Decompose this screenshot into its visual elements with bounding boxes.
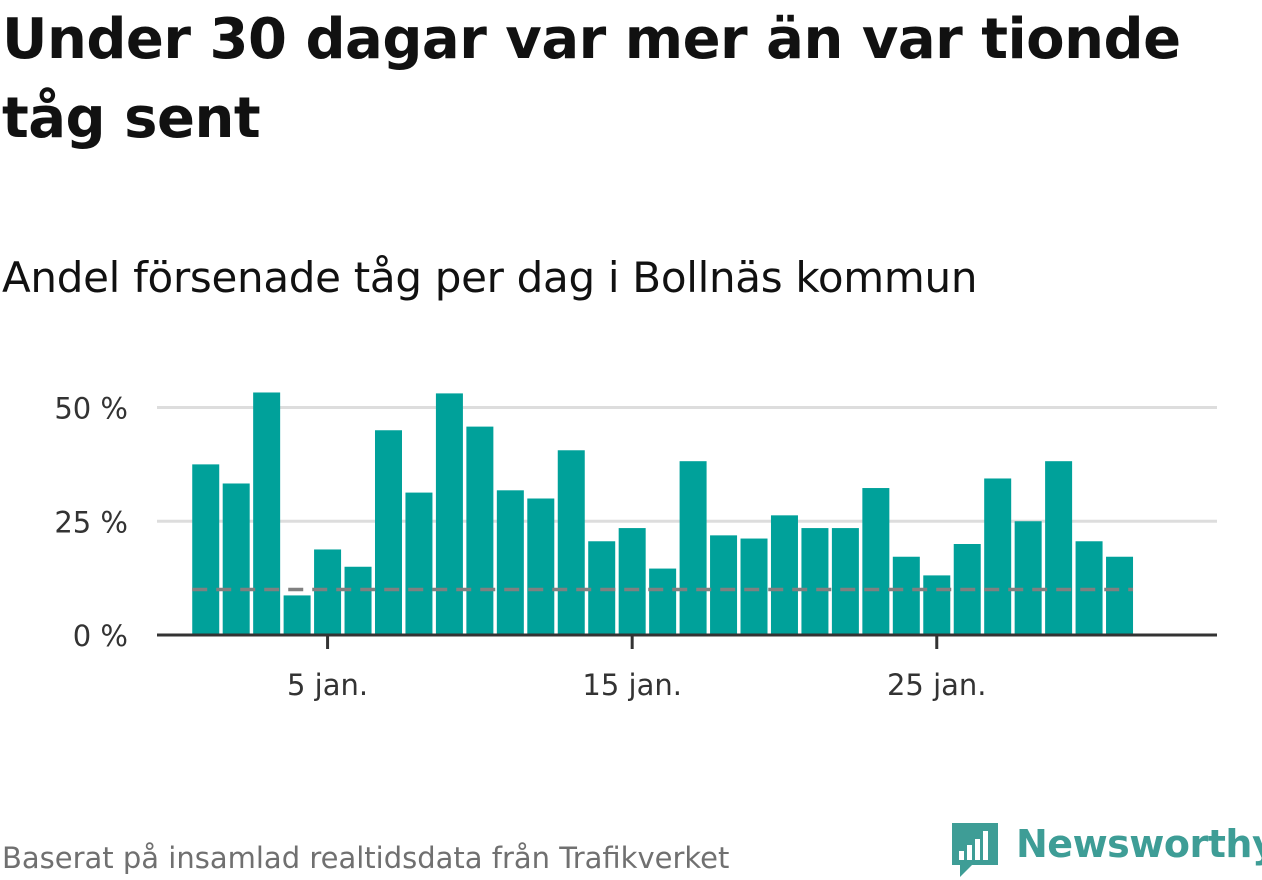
- bar: [405, 492, 433, 635]
- bar: [831, 528, 859, 635]
- x-tick-label: 5 jan.: [287, 668, 368, 702]
- newsworthy-logo-text: Newsworthy: [1016, 822, 1262, 866]
- bar: [801, 528, 829, 635]
- bar: [770, 515, 798, 635]
- x-tick-label: 15 jan.: [582, 668, 682, 702]
- bar: [496, 490, 524, 635]
- bar: [984, 478, 1012, 635]
- bar: [314, 549, 342, 635]
- bar: [283, 595, 311, 635]
- bar: [527, 498, 555, 635]
- bar: [862, 488, 890, 635]
- bar: [466, 426, 494, 635]
- y-tick-label: 25 %: [54, 505, 128, 539]
- source-note: Baserat på insamlad realtidsdata från Tr…: [2, 841, 730, 875]
- bar: [679, 461, 707, 635]
- bar: [710, 535, 738, 635]
- bar: [222, 483, 250, 635]
- x-tick-label: 25 jan.: [887, 668, 987, 702]
- bar: [1106, 556, 1134, 635]
- bar: [923, 575, 951, 635]
- bar: [740, 538, 768, 635]
- bar: [253, 392, 281, 635]
- bar: [892, 556, 920, 635]
- axes: 0 % 25 % 50 % 5 jan. 15 jan. 25 jan.: [54, 392, 1217, 702]
- bar-chart: 0 % 25 % 50 % 5 jan. 15 jan. 25 jan.: [54, 392, 1217, 702]
- bar: [557, 450, 585, 635]
- bar: [435, 393, 463, 635]
- chart-title: Under 30 dagar var mer än var tionde tåg…: [2, 7, 1181, 151]
- bar: [344, 566, 372, 635]
- bar: [618, 528, 646, 635]
- bar: [192, 464, 220, 635]
- newsworthy-logo: Newsworthy: [950, 820, 1262, 880]
- y-tick-label: 0 %: [73, 619, 128, 653]
- bar: [1045, 461, 1073, 635]
- bar: [1014, 521, 1042, 635]
- newsworthy-logo-icon: [952, 823, 998, 877]
- bar: [374, 430, 402, 635]
- chart-subtitle: Andel försenade tåg per dag i Bollnäs ko…: [2, 253, 978, 302]
- y-tick-label: 50 %: [54, 392, 128, 426]
- bars: [192, 392, 1134, 635]
- bar: [649, 568, 677, 635]
